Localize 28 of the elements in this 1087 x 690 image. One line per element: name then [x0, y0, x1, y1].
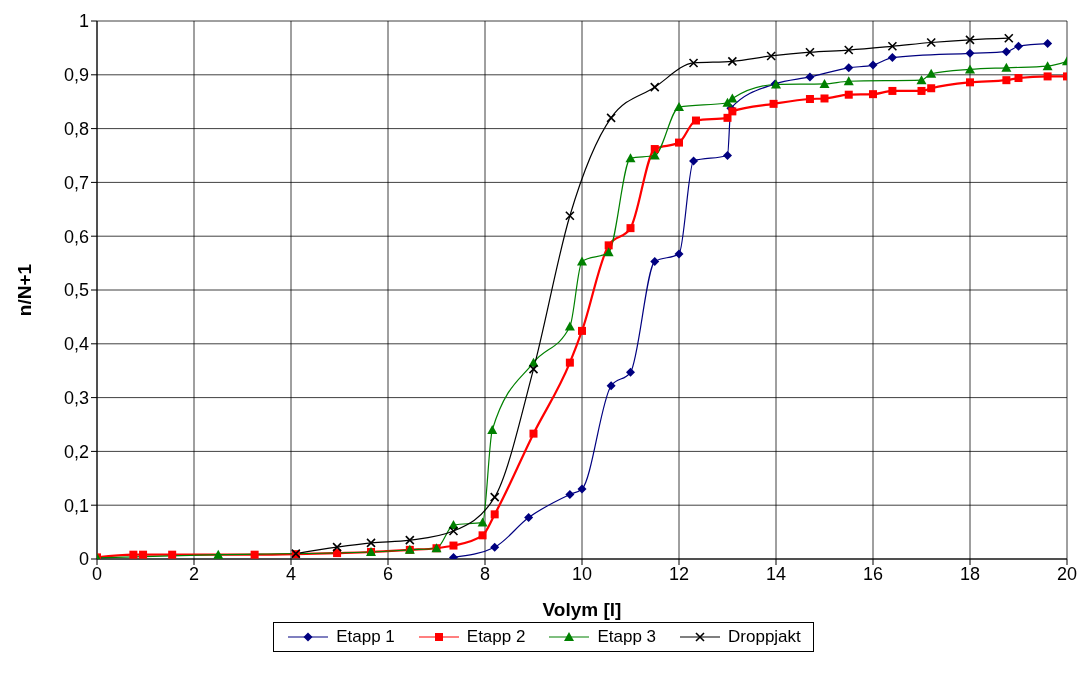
x-tick-label: 8	[479, 563, 491, 584]
x-tick-label: 14	[765, 563, 787, 584]
x-tick-label: 16	[862, 563, 884, 584]
y-tick-label: 1	[78, 11, 89, 32]
legend-label: Droppjakt	[728, 627, 801, 647]
y-tick-label: 0,6	[63, 226, 89, 247]
legend-label: Etapp 3	[597, 627, 657, 647]
x-axis-title: Volym [l]	[542, 599, 622, 620]
y-tick-label: 0,9	[63, 65, 89, 86]
x-tick-label: 18	[959, 563, 981, 584]
x-tick-label: 2	[188, 563, 200, 584]
y-tick-label: 0,7	[63, 172, 89, 193]
x-tick-label: 12	[668, 563, 690, 584]
y-tick-label: 0,4	[63, 334, 89, 355]
legend-label: Etapp 1	[336, 627, 395, 647]
y-tick-label: 0,5	[63, 280, 89, 301]
legend-label: Etapp 2	[466, 627, 526, 647]
y-tick-label: 0	[78, 549, 89, 570]
y-tick-label: 0,3	[63, 387, 89, 408]
x-tick-label: 0	[91, 563, 103, 584]
x-tick-label: 20	[1056, 563, 1078, 584]
y-tick-label: 0,8	[63, 118, 89, 139]
y-tick-label: 0,2	[63, 441, 89, 462]
x-tick-label: 10	[571, 563, 593, 584]
x-tick-label: 6	[382, 563, 394, 584]
y-tick-label: 0,1	[63, 495, 89, 516]
x-tick-label: 4	[285, 563, 297, 584]
y-axis-title: n/N+1	[13, 263, 35, 317]
